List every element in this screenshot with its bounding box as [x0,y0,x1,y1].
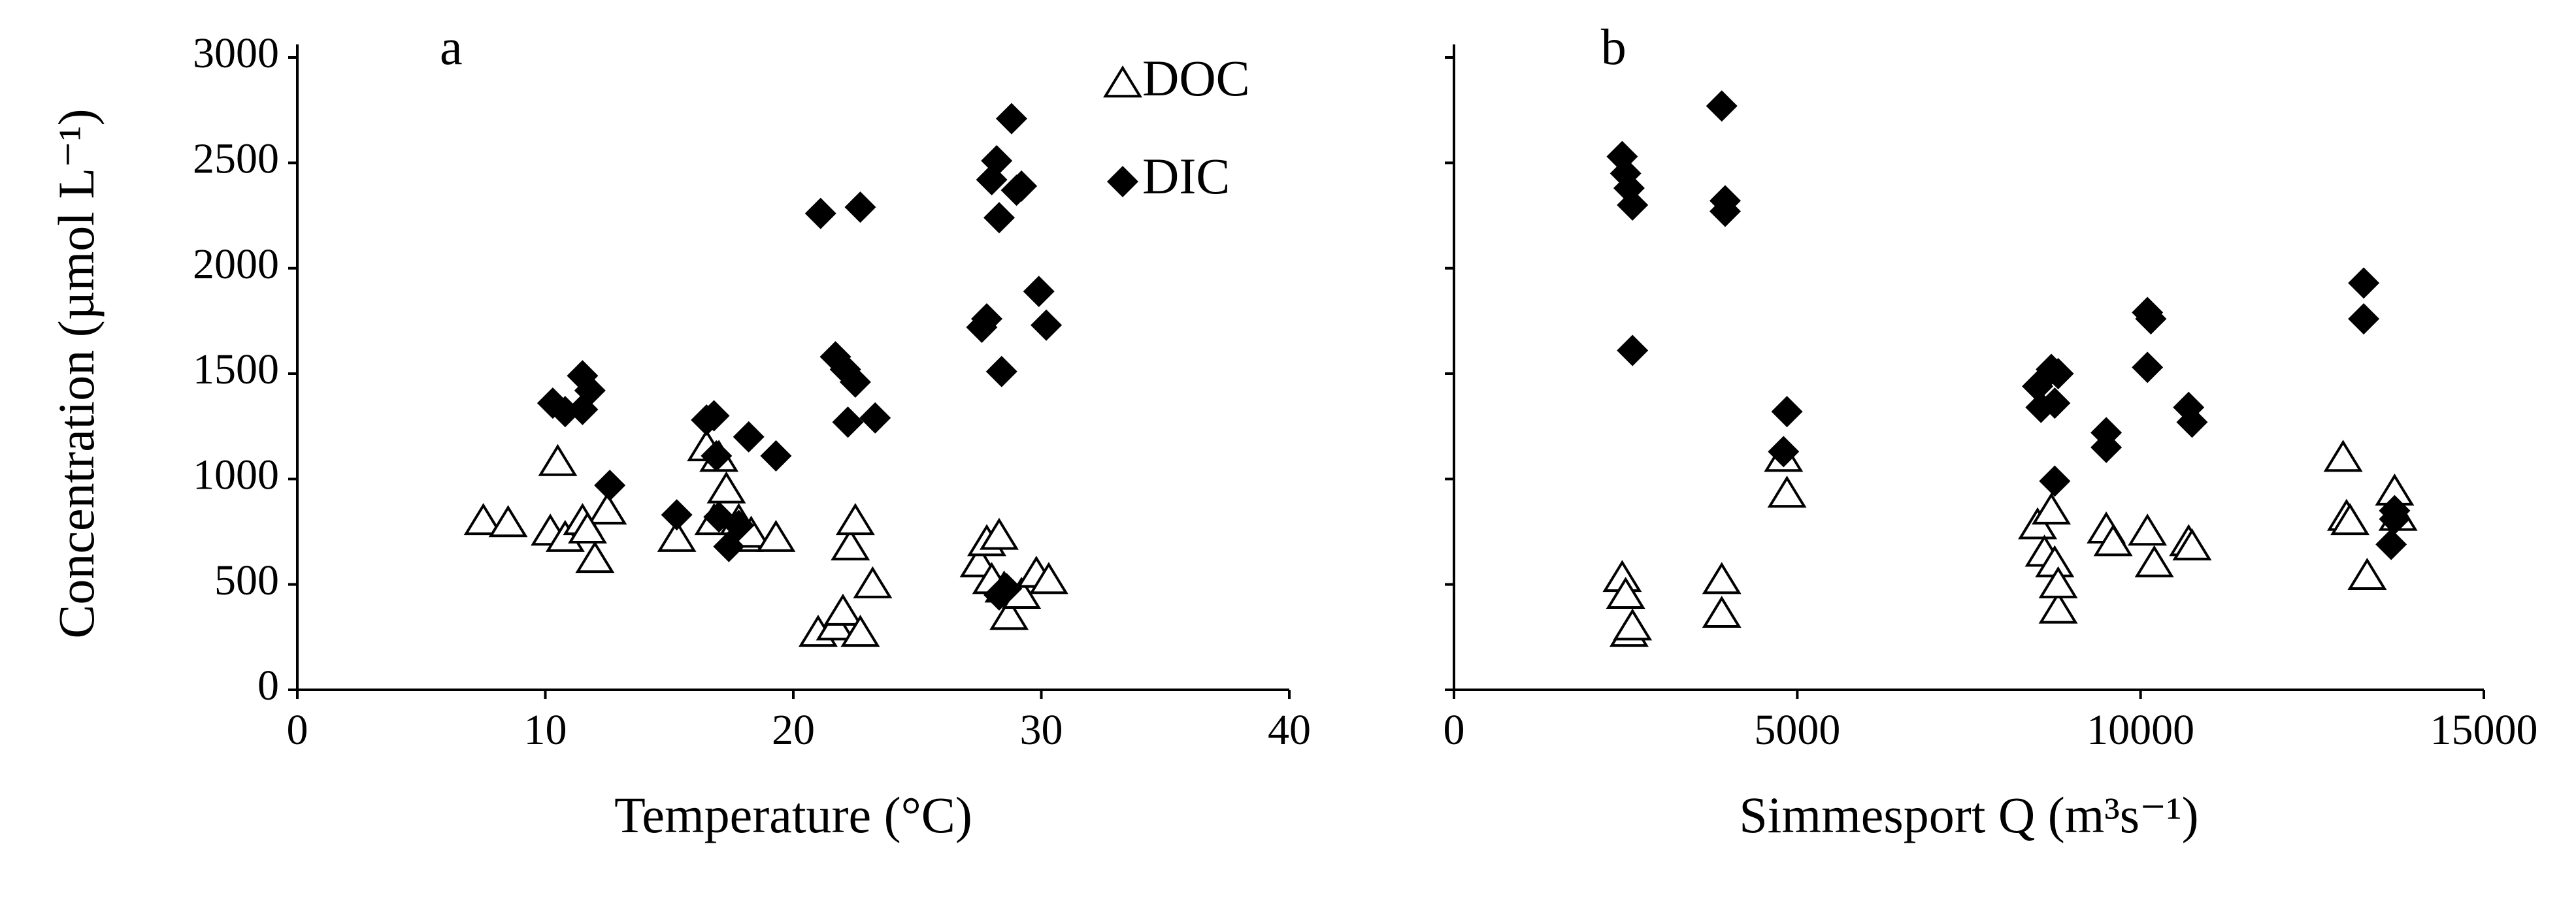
y-tick-label: 500 [214,557,279,604]
data-point [2347,557,2387,590]
data-point [983,202,1015,234]
data-point [853,566,893,598]
data-point [1771,396,1803,428]
data-point [840,615,880,647]
data-point [980,517,1019,550]
data-point [1706,90,1738,122]
legend-label: DOC [1142,50,1250,106]
y-tick-label: 2500 [193,135,279,182]
data-point [2039,387,2071,419]
data-point [488,505,528,538]
y-axis-title: Concentration (µmol L⁻¹) [48,108,105,638]
data-point [832,406,864,438]
x-tick-label: 10 [524,706,567,754]
data-point [989,598,1029,630]
data-point [661,499,693,531]
data-point [823,593,863,626]
x-axis-title: Simmesport Q (m³s⁻¹) [1739,786,2198,843]
data-point [2128,513,2168,546]
data-point [839,366,871,398]
data-point [706,471,746,504]
data-point [2039,465,2071,497]
legend-label: DIC [1142,148,1230,204]
data-point [756,519,796,552]
data-point [2135,303,2167,335]
x-axis-title: Temperature (°C) [614,786,972,843]
data-point [723,510,755,542]
x-tick-label: 15000 [2430,706,2538,754]
data-point [1702,562,1742,594]
panel-label: b [1601,18,1627,75]
data-point [2348,267,2380,299]
data-point [568,511,607,543]
data-point [2132,351,2164,383]
data-point [2090,431,2122,463]
data-point [2038,591,2078,624]
data-point [760,440,792,472]
y-tick-label: 1000 [193,451,279,498]
data-point [1702,596,1742,628]
data-point [701,440,733,472]
data-point [985,355,1017,387]
data-point [2038,566,2078,598]
panel-label: a [440,18,463,75]
legend-marker [1103,65,1142,98]
data-point [1767,476,1807,508]
data-point [1617,189,1649,221]
data-point [2379,503,2411,535]
data-point [698,400,730,432]
data-point [1031,309,1063,341]
data-point [859,402,891,434]
x-tick-label: 0 [1444,706,1465,754]
data-point [2323,440,2363,472]
data-point [981,145,1013,177]
data-point [971,303,1003,335]
data-point [1617,334,1649,366]
x-tick-label: 30 [1020,706,1063,754]
data-point [2042,358,2074,389]
data-point [657,519,697,552]
data-point [2032,492,2072,525]
y-tick-label: 1500 [193,346,279,393]
data-point [1023,276,1055,308]
data-point [575,541,615,574]
legend-marker [1107,166,1138,197]
data-point [844,191,876,223]
data-point [538,444,578,476]
data-point [567,393,599,425]
y-tick-label: 3000 [193,29,279,77]
data-point [2176,406,2208,438]
data-point [2330,503,2370,536]
data-point [835,503,875,536]
x-tick-label: 0 [287,706,308,754]
data-point [804,197,836,229]
data-point [733,421,765,453]
data-point [995,103,1027,135]
x-tick-label: 20 [772,706,815,754]
data-point [2172,528,2212,560]
data-point [1006,170,1038,202]
data-point [991,573,1023,605]
y-tick-label: 2000 [193,240,279,288]
data-point [587,492,627,525]
data-point [463,503,503,536]
data-point [1606,576,1645,609]
y-tick-label: 0 [257,662,279,709]
data-point [1768,436,1800,468]
data-point [831,528,870,560]
data-point [2093,524,2133,557]
data-point [594,470,626,502]
data-point [1613,608,1653,641]
data-point [2134,545,2174,577]
data-point [2375,528,2407,560]
x-tick-label: 40 [1268,706,1311,754]
data-point [1029,562,1068,594]
data-point [2348,303,2380,335]
x-tick-label: 5000 [1754,706,1840,754]
data-point [1709,195,1742,227]
x-tick-label: 10000 [2087,706,2194,754]
